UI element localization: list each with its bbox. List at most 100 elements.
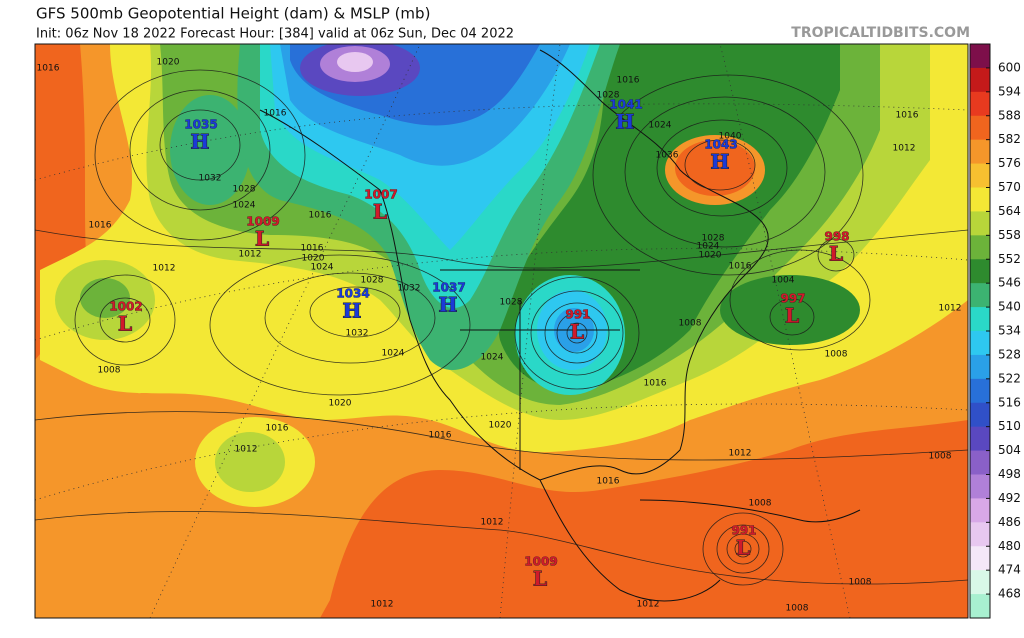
colorbar-label: 582 <box>998 132 1021 146</box>
isobar-label: 1024 <box>481 353 504 363</box>
colorbar-swatch <box>970 235 990 260</box>
field-564 <box>215 432 285 492</box>
colorbar-label: 504 <box>998 443 1021 457</box>
isobar-label: 1028 <box>597 91 620 101</box>
colorbar-swatch <box>970 91 990 117</box>
colorbar-label: 528 <box>998 347 1021 361</box>
colorbar-frame <box>969 43 991 619</box>
colorbar-swatch <box>970 450 990 475</box>
isobar-label: 1028 <box>361 276 384 286</box>
colorbar-label: 576 <box>998 156 1021 170</box>
colorbar-swatch <box>970 67 990 93</box>
isobar-label: 1028 <box>500 298 523 308</box>
isobar-label: 1016 <box>617 76 640 86</box>
center-value: 997 <box>780 292 805 306</box>
colorbar-label: 474 <box>998 563 1021 577</box>
isobar-label: 1016 <box>264 109 287 119</box>
colorbar-label: 486 <box>998 515 1021 529</box>
isobar-label: 1028 <box>702 234 725 244</box>
colorbar-swatch <box>970 163 990 188</box>
colorbar-swatch <box>970 115 990 141</box>
colorbar-swatch <box>970 522 990 547</box>
isobar-label: 1020 <box>489 421 512 431</box>
center-letter: H <box>343 299 362 323</box>
isobars <box>35 69 968 586</box>
isobar-label: 1016 <box>644 379 667 389</box>
colorbar-swatch <box>970 44 990 69</box>
isobar-label: 1024 <box>233 201 256 211</box>
colorbar-swatch <box>970 211 990 236</box>
title: GFS 500mb Geopotential Height (dam) & MS… <box>36 5 430 23</box>
center-value: 998 <box>824 230 849 244</box>
colorbar-swatch <box>970 594 990 619</box>
isobar-label: 1016 <box>89 221 112 231</box>
colorbar-label: 534 <box>998 324 1021 338</box>
center-letter: L <box>373 200 387 224</box>
isobar-label: 1032 <box>398 284 421 294</box>
isobar-labels: 1016102010161032102810241016101210161012… <box>37 58 962 614</box>
isobar-label: 1008 <box>679 319 702 329</box>
isobar-label: 1036 <box>656 151 679 161</box>
field-558 <box>80 278 130 318</box>
colorbar-label: 492 <box>998 491 1021 505</box>
field-486 <box>337 52 373 72</box>
center-value: 1009 <box>246 215 279 229</box>
center-value: 1034 <box>336 287 369 301</box>
isobar-label: 1024 <box>649 121 672 131</box>
colorbar-label: 594 <box>998 84 1021 98</box>
center-value: 1035 <box>184 118 217 132</box>
center-letter: H <box>616 110 635 134</box>
isobar-label: 1012 <box>939 304 962 314</box>
isobar-label: 1016 <box>896 111 919 121</box>
map: 1016102010161032102810241016101210161012… <box>35 44 968 618</box>
isobar-label: 1028 <box>233 185 256 195</box>
field-546 <box>170 95 250 205</box>
colorbar-label: 516 <box>998 395 1021 409</box>
colorbar-label: 510 <box>998 419 1021 433</box>
colorbar-label: 498 <box>998 467 1021 481</box>
isobar-label: 1012 <box>239 250 262 260</box>
colorbar-label: 522 <box>998 371 1021 385</box>
center-value: 1037 <box>432 281 465 295</box>
isobar-label: 1032 <box>199 174 222 184</box>
isobar-label: 1008 <box>825 350 848 360</box>
colorbar-label: 564 <box>998 204 1021 218</box>
isobar-label: 1016 <box>309 211 332 221</box>
map-frame <box>34 43 969 619</box>
colorbar-swatch <box>970 498 990 523</box>
colorbar-swatch <box>970 259 990 284</box>
center-letter: H <box>439 293 458 317</box>
isobar-label: 1024 <box>311 263 334 273</box>
isobar-label: 1012 <box>153 264 176 274</box>
colorbar-label: 588 <box>998 108 1021 122</box>
colorbar-swatch <box>970 307 990 332</box>
isobar-label: 1016 <box>266 424 289 434</box>
colorbar-swatch <box>970 187 990 212</box>
center-value: 1002 <box>109 300 142 314</box>
colorbar-swatch <box>970 283 990 308</box>
isobar-label: 1012 <box>637 600 660 610</box>
field-552 <box>720 275 860 345</box>
field-582 <box>702 515 782 575</box>
isobar-label: 1032 <box>346 329 369 339</box>
isobar-label: 1012 <box>371 600 394 610</box>
colorbar-label: 570 <box>998 180 1021 194</box>
colorbar-swatch <box>970 331 990 356</box>
center-letter: L <box>736 536 750 560</box>
center-letter: L <box>829 242 843 266</box>
isobar-label: 1016 <box>301 244 324 254</box>
isobar-label: 1020 <box>302 254 325 264</box>
colorbar-label: 600 <box>998 60 1021 74</box>
isobar-label: 1008 <box>749 499 772 509</box>
coastlines <box>259 49 861 602</box>
center-letter: H <box>711 150 730 174</box>
colorbar-label: 558 <box>998 228 1021 242</box>
colorbar-swatch <box>970 402 990 428</box>
colorbar-swatch <box>970 546 990 571</box>
isobar-label: 1016 <box>597 477 620 487</box>
colorbar-label: 468 <box>998 587 1021 601</box>
isobar-label: 1008 <box>929 452 952 462</box>
colorbar-swatch <box>970 570 990 595</box>
isobar-label: 1012 <box>729 449 752 459</box>
